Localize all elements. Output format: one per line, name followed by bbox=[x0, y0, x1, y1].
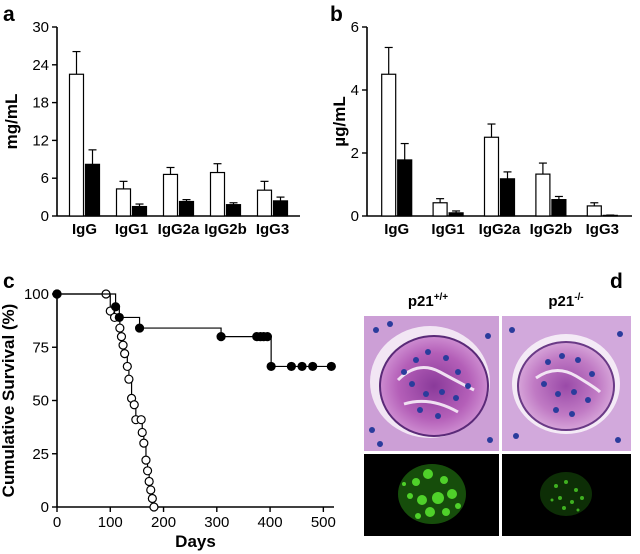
bar-black-IgG2b bbox=[551, 199, 567, 217]
survival-point-filled-circle bbox=[308, 361, 318, 372]
bar-white-IgG bbox=[68, 73, 85, 217]
bar-white-IgG1 bbox=[432, 202, 448, 217]
x-tick-label: 100 bbox=[98, 514, 123, 531]
survival-point-open-circle bbox=[147, 493, 157, 504]
bar-black-IgG bbox=[397, 159, 413, 217]
category-label-IgG2b: IgG2b bbox=[530, 221, 573, 238]
y-tick-label: 30 bbox=[32, 19, 49, 36]
y-tick-label: 100 bbox=[24, 286, 49, 303]
survival-point-filled-circle bbox=[134, 323, 145, 333]
survival-point-filled-circle bbox=[216, 332, 226, 342]
survival-point-open-circle bbox=[137, 427, 147, 438]
y-tick-label: 0 bbox=[351, 208, 359, 225]
category-label-IgG1: IgG1 bbox=[115, 221, 148, 238]
survival-point-filled-circle bbox=[52, 289, 62, 299]
survival-point-open-circle bbox=[124, 374, 134, 384]
bar-white-IgG2a bbox=[483, 136, 500, 217]
chart-c-survival: 0 25 50 75 100 0 100 200 300 400 500 Days Cumulative… bbox=[0, 286, 336, 551]
bar-black-IgG2b bbox=[225, 204, 242, 217]
survival-point-open-circle bbox=[116, 332, 127, 342]
chart-b-igg-ug: 0 2 4 6 µg/mL IgG IgG1 IgG2a IgG2b IgG3 bbox=[330, 19, 632, 238]
survival-point-open-circle bbox=[139, 438, 149, 448]
immunofluorescence-ko-image bbox=[502, 454, 631, 536]
survival-point-open-circle bbox=[115, 323, 125, 333]
bar-black-IgG1 bbox=[448, 212, 464, 217]
survival-point-open-circle bbox=[122, 361, 132, 372]
y-tick-label: 24 bbox=[32, 57, 49, 74]
panel-label-d: d bbox=[610, 270, 623, 293]
pas-stain-wt-image bbox=[364, 316, 499, 451]
bar-black-IgG2a bbox=[178, 200, 195, 217]
survival-point-filled-circle bbox=[326, 361, 336, 372]
y-tick-label: 25 bbox=[32, 446, 49, 463]
x-tick-label: 0 bbox=[53, 514, 61, 531]
x-tick-label: 400 bbox=[258, 514, 283, 531]
survival-point-open-circle bbox=[129, 400, 139, 410]
panel-label-b: b bbox=[330, 3, 343, 26]
category-label-IgG: IgG bbox=[72, 221, 97, 238]
category-label-IgG: IgG bbox=[384, 221, 409, 238]
y-axis-label: mg/mL bbox=[2, 94, 21, 150]
y-tick-label: 2 bbox=[351, 145, 359, 162]
category-label-IgG3: IgG3 bbox=[586, 221, 619, 238]
y-tick-label: 75 bbox=[32, 339, 49, 356]
y-tick-label: 12 bbox=[32, 132, 49, 149]
y-tick-label: 0 bbox=[41, 208, 49, 225]
y-axis-label: µg/mL bbox=[330, 96, 349, 146]
x-tick-label: 300 bbox=[204, 514, 229, 531]
y-tick-label: 6 bbox=[41, 170, 49, 187]
survival-point-open-circle bbox=[120, 349, 130, 359]
survival-point-open-circle bbox=[118, 340, 128, 350]
panel-label-a: a bbox=[3, 3, 15, 26]
bar-white-IgG2a bbox=[162, 173, 179, 217]
category-label-IgG2b: IgG2b bbox=[204, 221, 247, 238]
survival-point-open-circle bbox=[144, 476, 154, 487]
y-axis-label: Cumulative Survival (%) bbox=[0, 304, 18, 498]
survival-point-open-circle bbox=[136, 415, 146, 425]
bar-black-IgG3 bbox=[272, 200, 289, 217]
survival-point-open-circle bbox=[141, 455, 151, 465]
panel-label-c: c bbox=[3, 270, 15, 293]
pas-stain-ko-image bbox=[502, 316, 631, 451]
chart-a-igg-mg: 0 6 12 18 24 30 mg/mL IgG IgG1 IgG2a IgG2b IgG3 bbox=[2, 19, 300, 238]
survival-point-filled-circle bbox=[110, 302, 121, 312]
panel-d-micrographs: p21+/+ p21-/- bbox=[364, 292, 631, 536]
bar-white-IgG3 bbox=[256, 189, 273, 217]
category-label-IgG2a: IgG2a bbox=[158, 221, 200, 238]
y-tick-label: 18 bbox=[32, 95, 49, 112]
bar-white-IgG3 bbox=[586, 205, 602, 217]
bar-white-IgG2b bbox=[209, 171, 226, 217]
y-tick-label: 0 bbox=[41, 499, 49, 516]
survival-point-filled-circle bbox=[297, 361, 307, 372]
survival-point-open-circle bbox=[149, 502, 159, 512]
survival-point-open-circle bbox=[146, 485, 156, 495]
category-label-IgG1: IgG1 bbox=[431, 221, 464, 238]
survival-point-filled-circle bbox=[114, 312, 124, 323]
bar-white-IgG2b bbox=[535, 173, 551, 217]
category-label-IgG3: IgG3 bbox=[256, 221, 289, 238]
survival-point-open-circle bbox=[142, 466, 153, 476]
x-tick-label: 200 bbox=[151, 514, 176, 531]
bar-white-IgG1 bbox=[115, 188, 132, 217]
y-tick-label: 4 bbox=[351, 82, 359, 99]
immunofluorescence-wt-image bbox=[364, 454, 499, 536]
bar-black-IgG bbox=[84, 163, 101, 217]
survival-point-filled-circle bbox=[262, 332, 273, 342]
micro-label-ko: p21-/- bbox=[548, 292, 583, 310]
x-tick-label: 500 bbox=[311, 514, 336, 531]
survival-point-filled-circle bbox=[286, 361, 296, 372]
bar-black-IgG1 bbox=[131, 205, 148, 217]
survival-point-filled-circle bbox=[266, 361, 276, 372]
y-tick-label: 50 bbox=[32, 393, 49, 410]
category-label-IgG2a: IgG2a bbox=[479, 221, 521, 238]
bar-black-IgG2a bbox=[499, 178, 516, 217]
x-axis-label: Days bbox=[175, 532, 216, 551]
survival-curve-filled-circle bbox=[57, 293, 332, 368]
micro-label-wt: p21+/+ bbox=[408, 292, 448, 310]
bar-white-IgG bbox=[381, 73, 397, 217]
y-tick-label: 6 bbox=[351, 19, 359, 36]
